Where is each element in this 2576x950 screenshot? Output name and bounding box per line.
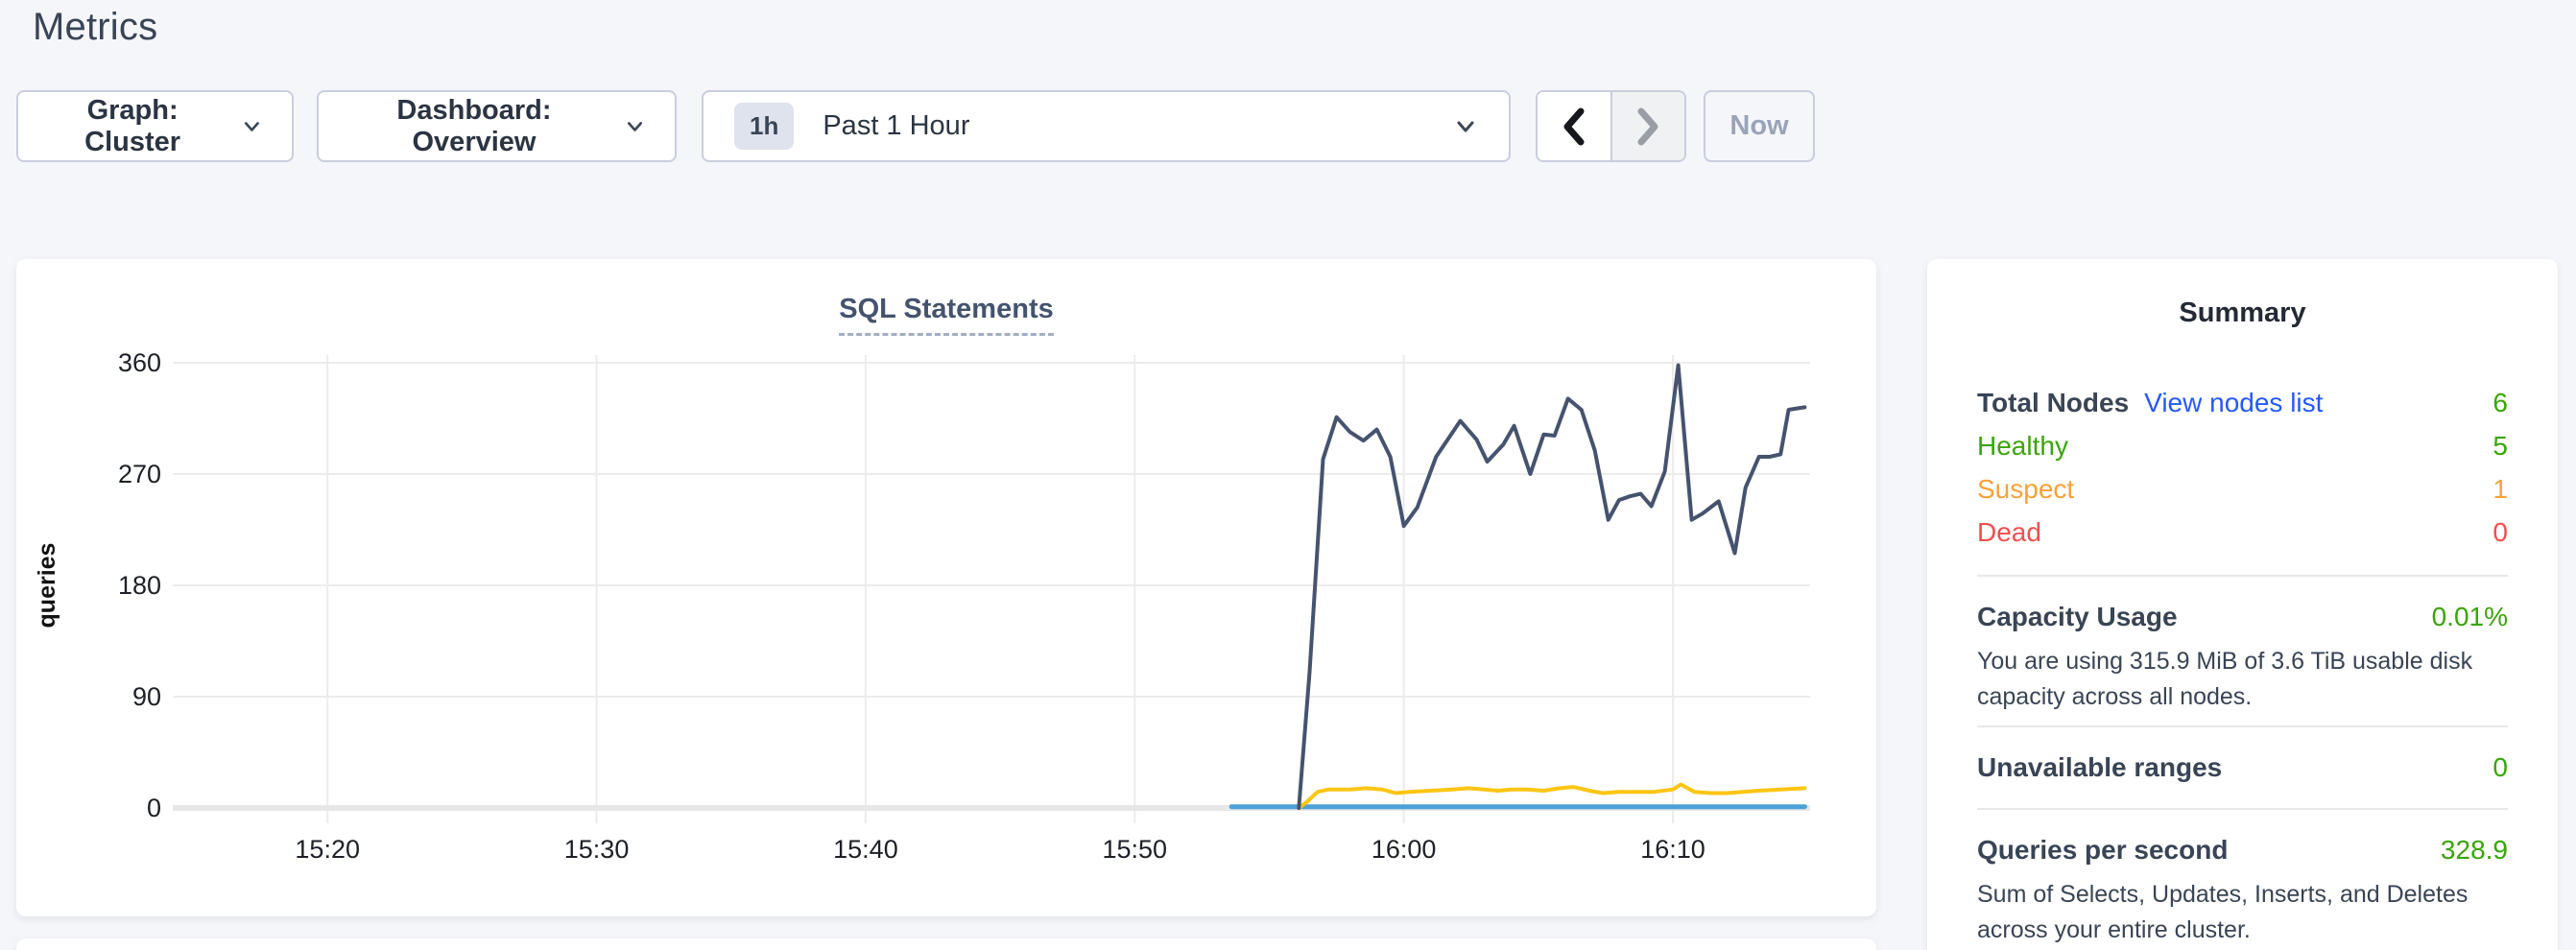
suspect-nodes-row: Suspect 1 bbox=[1977, 467, 2508, 511]
divider bbox=[1977, 575, 2508, 577]
svg-text:180: 180 bbox=[118, 571, 161, 600]
total-nodes-value: 6 bbox=[2493, 387, 2508, 417]
healthy-nodes-row: Healthy 5 bbox=[1977, 424, 2508, 467]
graph-dropdown-label: Graph: Cluster bbox=[84, 94, 181, 157]
svg-text:16:10: 16:10 bbox=[1640, 835, 1705, 864]
chevron-down-icon bbox=[245, 121, 260, 131]
svg-text:270: 270 bbox=[118, 460, 161, 488]
svg-text:0: 0 bbox=[147, 794, 161, 822]
summary-title: Summary bbox=[2179, 297, 2306, 328]
unavailable-ranges-label: Unavailable ranges bbox=[1977, 752, 2223, 782]
next-chart-card-partial bbox=[16, 938, 1876, 950]
chart-title-wrap: SQL Statements bbox=[16, 294, 1876, 336]
graph-dropdown[interactable]: Graph: Cluster bbox=[16, 90, 294, 162]
svg-text:queries: queries bbox=[34, 543, 60, 629]
dead-nodes-row: Dead 0 bbox=[1977, 511, 2508, 554]
time-range-pager bbox=[1536, 90, 1686, 162]
healthy-value: 5 bbox=[2493, 430, 2508, 461]
dead-value: 0 bbox=[2493, 516, 2508, 547]
time-range-badge: 1h bbox=[734, 103, 795, 150]
total-nodes-label: Total Nodes bbox=[1977, 387, 2130, 417]
chart-title[interactable]: SQL Statements bbox=[839, 294, 1054, 336]
time-range-label: Past 1 Hour bbox=[823, 110, 970, 141]
svg-text:16:00: 16:00 bbox=[1371, 835, 1437, 864]
svg-text:90: 90 bbox=[132, 682, 161, 711]
queries-per-second-row: Queries per second 328.9 bbox=[1977, 829, 2508, 871]
page-title: Metrics bbox=[33, 6, 158, 48]
chevron-right-icon bbox=[1637, 107, 1658, 145]
svg-text:360: 360 bbox=[118, 348, 161, 377]
capacity-usage-value: 0.01% bbox=[2431, 602, 2508, 631]
capacity-usage-row: Capacity Usage 0.01% bbox=[1977, 596, 2508, 638]
suspect-value: 1 bbox=[2493, 473, 2508, 504]
dead-label: Dead bbox=[1977, 516, 2041, 547]
now-button[interactable]: Now bbox=[1704, 90, 1815, 162]
view-nodes-list-link[interactable]: View nodes list bbox=[2144, 387, 2324, 417]
divider bbox=[1977, 725, 2508, 727]
next-range-button[interactable] bbox=[1610, 92, 1684, 160]
divider bbox=[1977, 808, 2508, 810]
chevron-down-icon bbox=[627, 121, 643, 131]
summary-panel: Summary Total Nodes View nodes list 6 He… bbox=[1927, 259, 2558, 950]
queries-per-second-label: Queries per second bbox=[1977, 835, 2229, 865]
queries-per-second-value: 328.9 bbox=[2440, 835, 2508, 865]
dashboard-dropdown-label: Dashboard: Overview bbox=[396, 94, 552, 157]
svg-text:15:30: 15:30 bbox=[564, 835, 630, 864]
dashboard-dropdown[interactable]: Dashboard: Overview bbox=[317, 90, 677, 162]
svg-text:15:40: 15:40 bbox=[833, 835, 898, 864]
unavailable-ranges-value: 0 bbox=[2493, 752, 2508, 782]
time-range-dropdown[interactable]: 1h Past 1 Hour bbox=[702, 90, 1511, 162]
node-status-list: Total Nodes View nodes list 6 Healthy 5 … bbox=[1977, 381, 2508, 554]
sql-statements-chart-card: 15:20 15:30 15:40 15:50 16:00 16:10 0 90 180 270 3… bbox=[16, 259, 1876, 916]
queries-per-second-description: Sum of Selects, Updates, Inserts, and De… bbox=[1977, 881, 2469, 943]
toolbar: Graph: Cluster Dashboard: Overview 1h Pa… bbox=[0, 90, 2576, 162]
capacity-usage-label: Capacity Usage bbox=[1977, 602, 2178, 631]
prev-range-button[interactable] bbox=[1538, 92, 1610, 160]
svg-text:15:50: 15:50 bbox=[1103, 835, 1168, 864]
chevron-down-icon bbox=[1457, 121, 1474, 131]
unavailable-ranges-row: Unavailable ranges 0 bbox=[1977, 747, 2508, 789]
total-nodes-row: Total Nodes View nodes list 6 bbox=[1977, 381, 2508, 424]
capacity-usage-description: You are using 315.9 MiB of 3.6 TiB usabl… bbox=[1977, 648, 2473, 710]
healthy-label: Healthy bbox=[1977, 430, 2068, 461]
sql-statements-chart: 15:20 15:30 15:40 15:50 16:00 16:10 0 90 180 270 3… bbox=[34, 348, 1810, 864]
suspect-label: Suspect bbox=[1977, 473, 2075, 504]
svg-text:15:20: 15:20 bbox=[295, 835, 360, 864]
chevron-left-icon bbox=[1563, 107, 1585, 145]
